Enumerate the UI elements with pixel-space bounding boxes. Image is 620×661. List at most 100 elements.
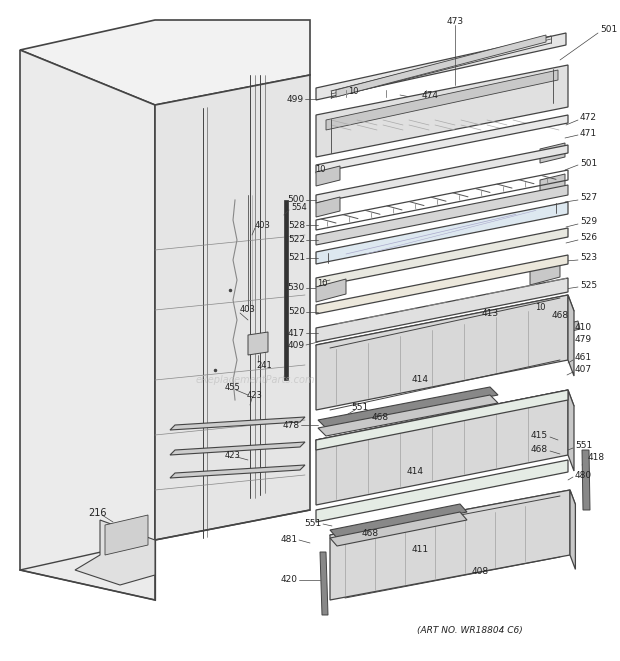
Polygon shape xyxy=(570,490,575,569)
Text: 528: 528 xyxy=(288,221,305,229)
Text: 523: 523 xyxy=(580,254,597,262)
Text: 415: 415 xyxy=(531,432,548,440)
Polygon shape xyxy=(248,332,268,355)
Text: 468: 468 xyxy=(531,446,548,455)
Text: 461: 461 xyxy=(575,354,592,362)
Text: 551: 551 xyxy=(305,520,322,529)
Text: 423: 423 xyxy=(225,451,241,459)
Polygon shape xyxy=(330,504,467,538)
Text: 417: 417 xyxy=(288,329,305,338)
Polygon shape xyxy=(316,295,568,410)
Text: 10: 10 xyxy=(315,165,326,175)
Text: 407: 407 xyxy=(575,366,592,375)
Polygon shape xyxy=(320,552,328,615)
Polygon shape xyxy=(316,185,568,245)
Polygon shape xyxy=(582,450,590,510)
Text: 413: 413 xyxy=(482,309,498,319)
Polygon shape xyxy=(316,65,568,157)
Polygon shape xyxy=(336,35,546,97)
Polygon shape xyxy=(316,145,568,203)
Text: 408: 408 xyxy=(471,568,489,576)
Polygon shape xyxy=(562,321,580,333)
Text: 530: 530 xyxy=(288,284,305,293)
Text: 500: 500 xyxy=(288,196,305,204)
Text: 414: 414 xyxy=(412,375,428,385)
Text: 423: 423 xyxy=(247,391,263,399)
Polygon shape xyxy=(316,390,568,505)
Text: 10: 10 xyxy=(534,303,545,313)
Polygon shape xyxy=(20,50,155,600)
Polygon shape xyxy=(530,262,560,285)
Text: 551: 551 xyxy=(352,403,369,412)
Text: (ART NO. WR18804 C6): (ART NO. WR18804 C6) xyxy=(417,625,523,635)
Polygon shape xyxy=(105,515,148,555)
Text: 471: 471 xyxy=(580,128,597,137)
Polygon shape xyxy=(318,387,498,428)
Text: 501: 501 xyxy=(580,159,597,167)
Text: 472: 472 xyxy=(580,114,597,122)
Text: 241: 241 xyxy=(256,360,272,369)
Text: 529: 529 xyxy=(580,217,597,227)
Polygon shape xyxy=(568,295,574,376)
Polygon shape xyxy=(155,75,310,540)
Polygon shape xyxy=(316,33,566,100)
Text: 409: 409 xyxy=(288,340,305,350)
Text: 525: 525 xyxy=(580,280,597,290)
Text: 10: 10 xyxy=(317,278,327,288)
Text: 526: 526 xyxy=(580,233,597,243)
Polygon shape xyxy=(316,390,574,456)
Text: 418: 418 xyxy=(588,453,605,463)
Polygon shape xyxy=(284,200,288,380)
Text: 481: 481 xyxy=(281,535,298,545)
Text: 403: 403 xyxy=(255,221,271,229)
Polygon shape xyxy=(330,490,570,600)
Text: 478: 478 xyxy=(283,420,300,430)
Polygon shape xyxy=(316,115,568,173)
Polygon shape xyxy=(20,20,310,105)
Polygon shape xyxy=(316,390,568,450)
Text: 522: 522 xyxy=(288,235,305,245)
Text: 420: 420 xyxy=(281,576,298,584)
Polygon shape xyxy=(316,197,340,217)
Polygon shape xyxy=(316,279,346,302)
Polygon shape xyxy=(316,460,568,522)
Polygon shape xyxy=(316,202,568,264)
Polygon shape xyxy=(170,465,305,478)
Polygon shape xyxy=(540,143,565,163)
Text: 520: 520 xyxy=(288,307,305,317)
Polygon shape xyxy=(330,512,467,546)
Polygon shape xyxy=(316,166,340,186)
Text: 551: 551 xyxy=(575,442,592,451)
Text: 499: 499 xyxy=(287,95,304,104)
Text: 473: 473 xyxy=(446,17,464,26)
Polygon shape xyxy=(170,417,305,430)
Text: 411: 411 xyxy=(412,545,428,555)
Text: 468: 468 xyxy=(371,414,389,422)
Polygon shape xyxy=(330,490,575,549)
Text: 468: 468 xyxy=(361,529,379,539)
Text: 468: 468 xyxy=(552,311,569,319)
Polygon shape xyxy=(326,70,558,130)
Text: 554: 554 xyxy=(291,202,307,212)
Polygon shape xyxy=(316,295,574,361)
Text: eReplacementParts.com: eReplacementParts.com xyxy=(195,375,315,385)
Text: 479: 479 xyxy=(575,336,592,344)
Text: 10: 10 xyxy=(348,87,358,97)
Text: 414: 414 xyxy=(407,467,423,477)
Text: 403: 403 xyxy=(240,305,256,315)
Text: 521: 521 xyxy=(288,254,305,262)
Polygon shape xyxy=(568,390,574,471)
Text: 501: 501 xyxy=(600,26,618,34)
Text: 474: 474 xyxy=(422,91,438,100)
Text: 480: 480 xyxy=(575,471,592,479)
Polygon shape xyxy=(75,520,155,585)
Polygon shape xyxy=(316,228,568,287)
Polygon shape xyxy=(316,255,568,314)
Polygon shape xyxy=(318,395,498,436)
Text: 527: 527 xyxy=(580,194,597,202)
Text: 216: 216 xyxy=(88,508,107,518)
Polygon shape xyxy=(170,442,305,455)
Text: 410: 410 xyxy=(575,323,592,332)
Polygon shape xyxy=(540,174,565,194)
Polygon shape xyxy=(316,278,568,342)
